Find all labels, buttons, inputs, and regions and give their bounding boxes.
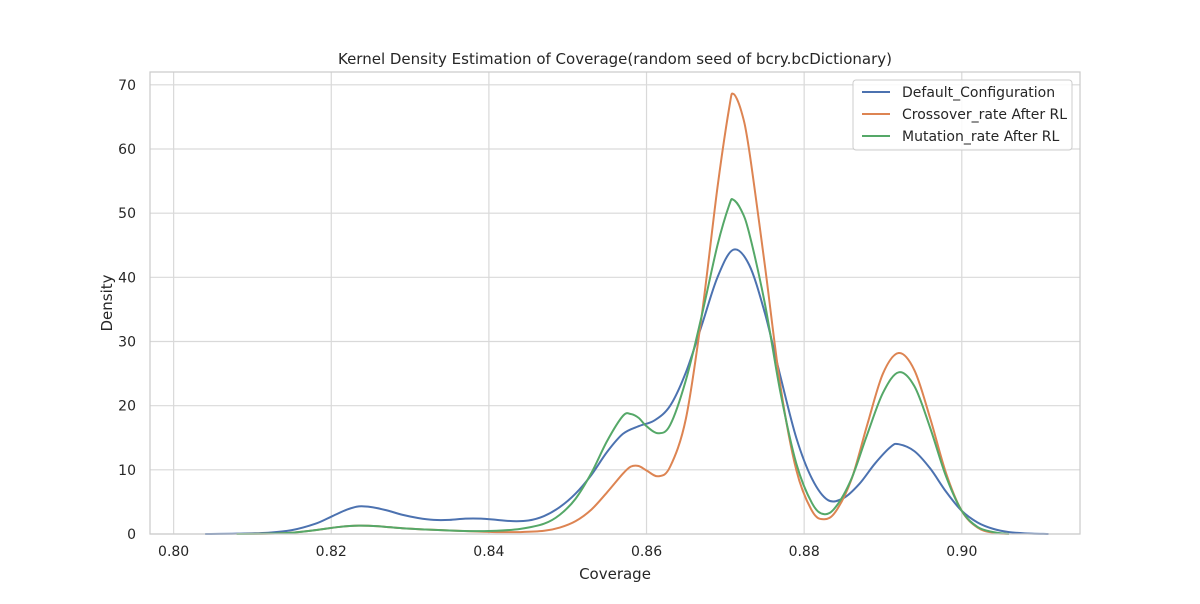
x-tick-label: 0.90 [946, 544, 977, 560]
legend-label-crossover: Crossover_rate After RL [902, 107, 1067, 123]
x-axis-label: Coverage [579, 565, 651, 583]
y-tick-label: 50 [118, 206, 136, 222]
x-tick-label: 0.86 [631, 544, 662, 560]
y-tick-label: 60 [118, 142, 136, 158]
plot-frame [149, 71, 1081, 535]
y-axis-ticks: 0 10 20 30 40 50 60 70 [118, 78, 136, 543]
x-axis-ticks: 0.80 0.82 0.84 0.86 0.88 0.90 [158, 544, 977, 560]
y-tick-label: 10 [118, 463, 136, 479]
y-tick-label: 40 [118, 270, 136, 286]
y-tick-label: 30 [118, 335, 136, 351]
y-tick-label: 70 [118, 78, 136, 94]
x-tick-label: 0.80 [158, 544, 189, 560]
series-line-default-configuration [205, 248, 1049, 535]
legend-box [852, 79, 1073, 151]
x-tick-label: 0.88 [789, 544, 820, 560]
chart-title: Kernel Density Estimation of Coverage(ra… [338, 50, 892, 68]
x-tick-label: 0.82 [316, 544, 347, 560]
legend-label-mutation: Mutation_rate After RL [902, 129, 1060, 145]
legend-label-default: Default_Configuration [902, 85, 1055, 101]
y-tick-label: 20 [118, 399, 136, 415]
legend: Default_Configuration Crossover_rate Aft… [852, 79, 1073, 151]
series-lines [205, 92, 1049, 535]
y-axis-label: Density [98, 274, 116, 331]
y-tick-label: 0 [127, 527, 136, 543]
series-line-mutation-rate [236, 197, 1010, 535]
x-tick-label: 0.84 [473, 544, 504, 560]
